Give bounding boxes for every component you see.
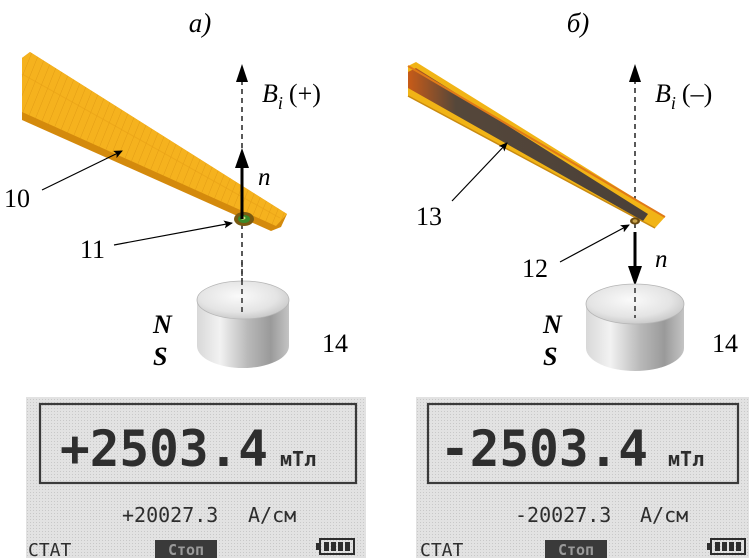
leader-13 <box>451 142 508 202</box>
lcd-b-stop-button[interactable]: Стоп <box>558 541 594 558</box>
battery-icon <box>316 538 355 555</box>
hall-sensor-11 <box>234 212 254 226</box>
panel-b-magnet-label: 14 <box>712 329 738 358</box>
lcd-b-status: СТАТ <box>420 540 464 558</box>
lcd-a-main-unit: мТл <box>280 447 316 471</box>
label-10: 10 <box>4 184 30 213</box>
lcd-b-main-value: -2503.4 <box>440 420 648 478</box>
panel-a-normal-arrowhead <box>235 148 249 168</box>
label-12: 12 <box>522 254 548 283</box>
panel-a-field-label: Bi (+) <box>262 79 321 113</box>
panel-b-pole-s: S <box>543 342 557 371</box>
panel-a-heading: а) <box>189 8 212 38</box>
lcd-b-stop-button-bg[interactable] <box>545 540 607 558</box>
panel-b-heading: б) <box>567 8 590 38</box>
panel-a-pole-s: S <box>153 342 167 371</box>
strip-10 <box>21 52 287 231</box>
lcd-b-secondary-unit: А/см <box>640 503 688 527</box>
leader-11 <box>113 220 233 246</box>
lcd-b-secondary-value: -20027.3 <box>515 503 611 527</box>
lcd-b-main-unit: мТл <box>668 447 704 471</box>
panel-a: а) Bi (+) n 10 11 <box>4 8 366 558</box>
lcd-a: +2503.4 мТл +20027.3 А/см СТАТ Стоп <box>26 397 366 558</box>
lcd-b-main-frame <box>426 402 740 485</box>
panel-b: б) Bi (–) n 13 12 N S 14 <box>407 8 749 558</box>
label-13: 13 <box>416 202 442 231</box>
lcd-a-main-value: +2503.4 <box>60 420 268 478</box>
magnet-a <box>196 280 290 368</box>
lcd-a-status: СТАТ <box>28 540 72 558</box>
panel-a-pole-n: N <box>152 310 173 339</box>
lcd-a-stop-button-bg[interactable] <box>155 540 217 558</box>
panel-b-field-arrowhead <box>629 64 641 82</box>
panel-b-normal-arrowhead <box>628 266 642 286</box>
strip-13 <box>407 62 666 229</box>
leader-10 <box>41 150 123 191</box>
magnet-b <box>585 283 685 371</box>
panel-a-magnet-label: 14 <box>322 329 348 358</box>
panel-a-normal-label: n <box>258 164 271 191</box>
panel-b-pole-n: N <box>542 310 563 339</box>
lcd-b: -2503.4 мТл -20027.3 А/см СТАТ Стоп <box>416 397 749 558</box>
panel-a-field-arrowhead <box>236 64 248 82</box>
lcd-a-stop-button[interactable]: Стоп <box>168 541 204 558</box>
panel-b-normal-label: n <box>655 246 668 273</box>
lcd-a-secondary-value: +20027.3 <box>122 503 218 527</box>
leader-12 <box>559 224 630 263</box>
battery-icon <box>707 538 746 555</box>
lcd-a-main-frame <box>38 402 358 485</box>
hall-sensor-12 <box>630 217 640 225</box>
panel-b-field-label: Bi (–) <box>655 79 712 113</box>
lcd-a-secondary-unit: А/см <box>248 503 296 527</box>
label-11: 11 <box>80 235 105 264</box>
